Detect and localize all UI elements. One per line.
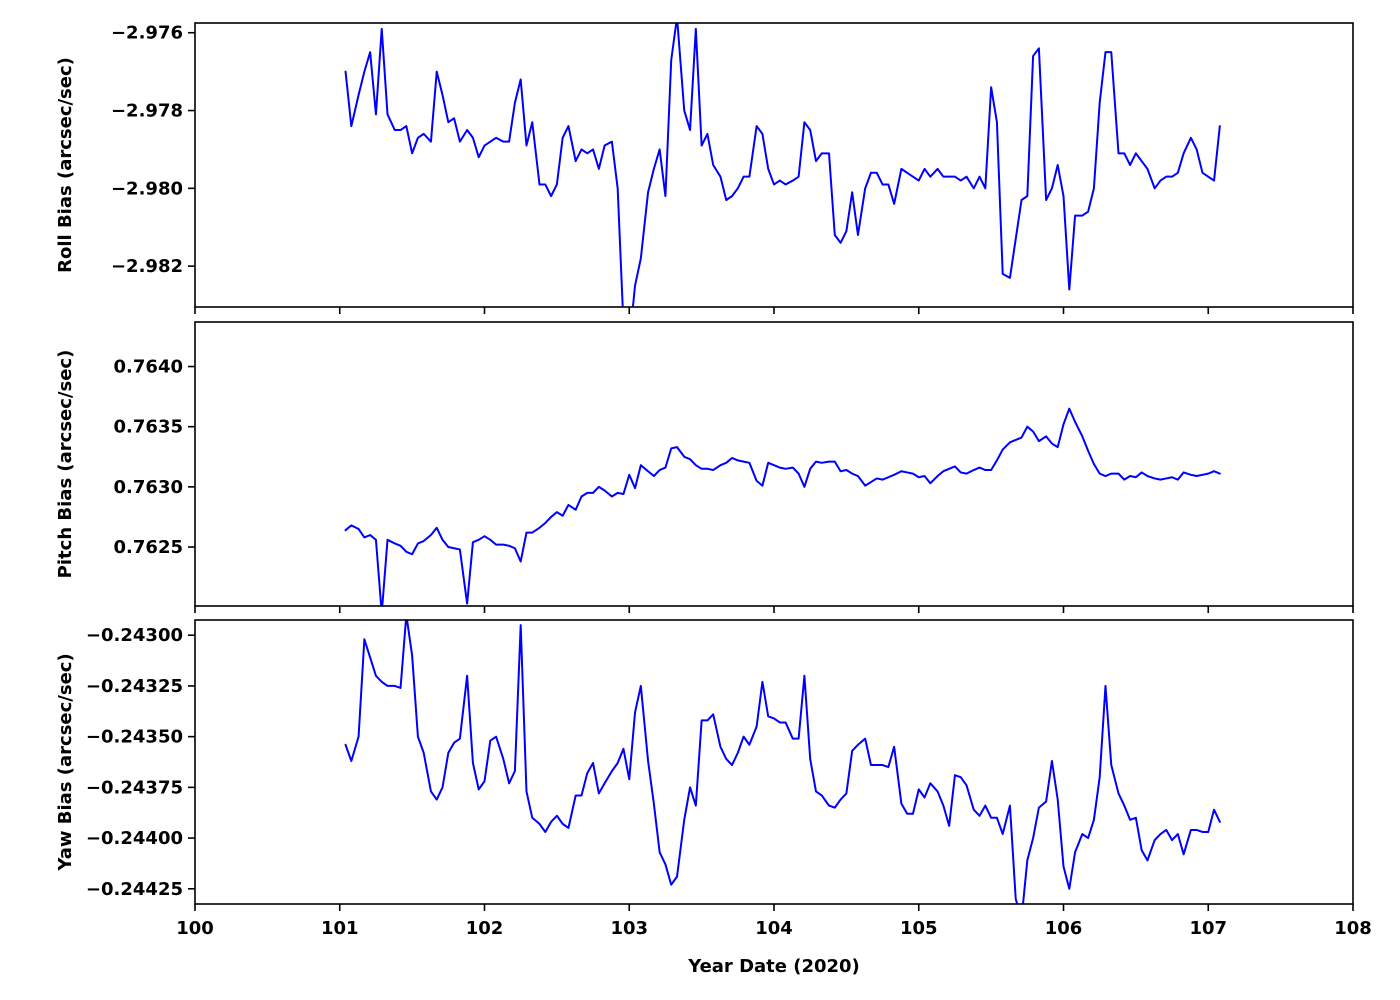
panel-2: −0.24300 −0.24325 −0.24350 −0.24375 −0.24400… bbox=[55, 619, 1354, 911]
y-tick-label: −0.24325 bbox=[86, 676, 183, 697]
x-tick-labels: 100 101 102 103 104 105 106 107 108 bbox=[176, 918, 1372, 939]
y-tick-label: −0.24425 bbox=[86, 879, 183, 900]
panels-layer: −2.976 −2.978 −2.980 −2.982 Roll Bias (arcse… bbox=[55, 22, 1372, 939]
y-tick-label: −0.24300 bbox=[86, 625, 183, 646]
x-axis-title: Year Date (2020) bbox=[687, 956, 860, 977]
x-tick-label: 101 bbox=[321, 918, 359, 939]
series-line-panel-1 bbox=[344, 407, 1221, 606]
y-axis-title-panel-0: Roll Bias (arcsec/sec) bbox=[55, 57, 76, 273]
plot-frame-panel-1 bbox=[194, 321, 1354, 607]
x-tick-label: 103 bbox=[610, 918, 648, 939]
y-tick-label: −2.976 bbox=[111, 23, 183, 44]
y-tick-label: 0.7635 bbox=[114, 417, 183, 438]
y-tick-label: −2.978 bbox=[111, 101, 183, 122]
y-tick-label: −0.24375 bbox=[86, 777, 183, 798]
y-tick-label: −2.982 bbox=[111, 256, 183, 277]
series-line-panel-2 bbox=[344, 620, 1221, 904]
x-tick-label: 106 bbox=[1045, 918, 1083, 939]
y-tick-label: −2.980 bbox=[111, 178, 183, 199]
y-tick-label: 0.7640 bbox=[114, 357, 183, 378]
x-tick-label: 104 bbox=[755, 918, 793, 939]
series-line-panel-0 bbox=[344, 23, 1221, 307]
x-tick-label: 108 bbox=[1334, 918, 1372, 939]
y-axis-title-panel-1: Pitch Bias (arcsec/sec) bbox=[55, 350, 76, 579]
y-tick-label: −0.24400 bbox=[86, 828, 183, 849]
y-axis-title-panel-2: Yaw Bias (arcsec/sec) bbox=[55, 653, 76, 871]
y-tick-label: 0.7630 bbox=[114, 477, 183, 498]
x-tick-label: 102 bbox=[466, 918, 504, 939]
x-tick-label: 100 bbox=[176, 918, 214, 939]
plot-frame-panel-2 bbox=[194, 619, 1354, 905]
x-tick-label: 107 bbox=[1189, 918, 1227, 939]
x-tick-label: 105 bbox=[900, 918, 938, 939]
panel-0: −2.976 −2.978 −2.980 −2.982 Roll Bias (arcse… bbox=[55, 22, 1354, 314]
panel-1: 0.7640 0.7635 0.7630 0.7625 Pitch Bias (arcs… bbox=[55, 321, 1354, 613]
y-tick-label: 0.7625 bbox=[114, 537, 183, 558]
y-tick-label: −0.24350 bbox=[86, 727, 183, 748]
